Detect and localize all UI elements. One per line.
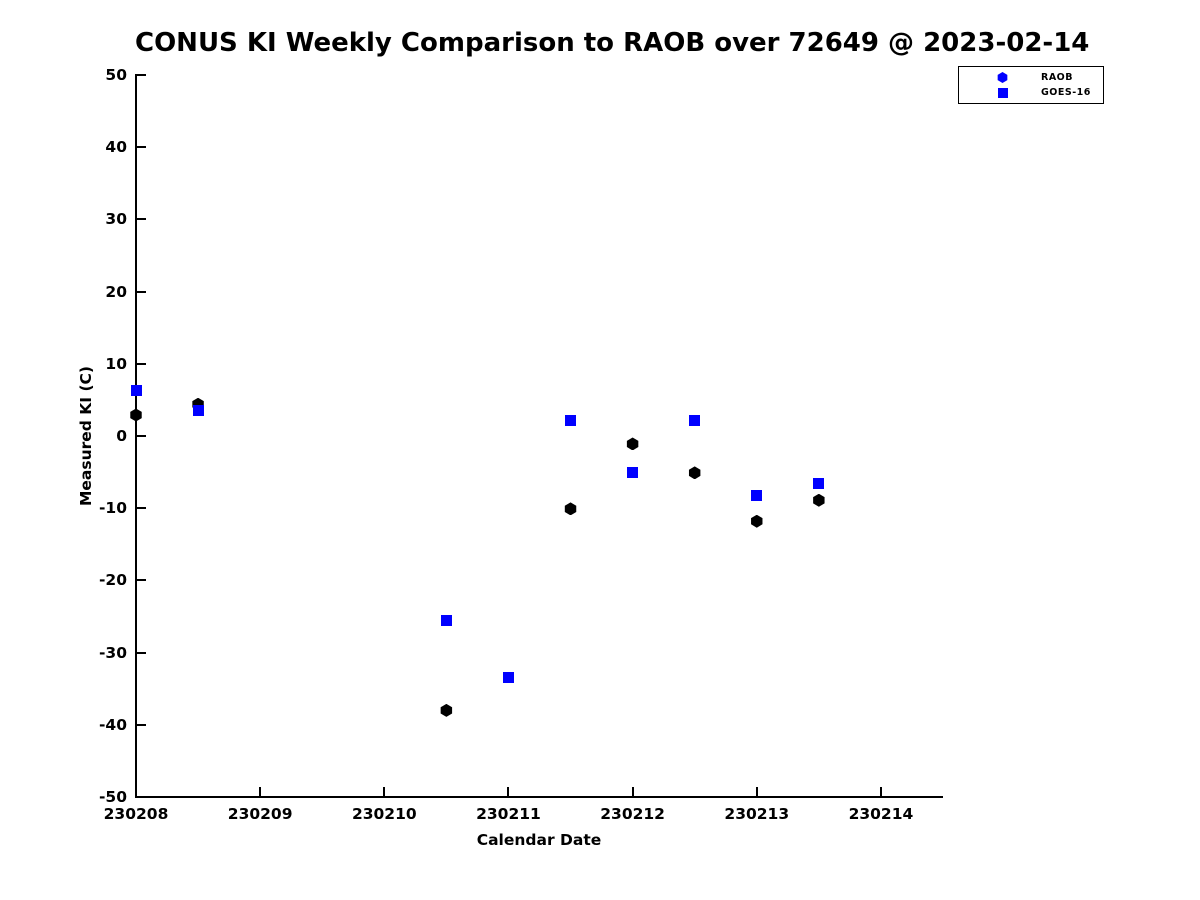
y-axis-tick — [137, 290, 146, 293]
data-point-goes-16 — [751, 489, 763, 501]
y-axis-tick — [137, 362, 146, 365]
data-point-goes-16 — [689, 415, 701, 427]
data-point-goes-16 — [192, 405, 204, 417]
y-axis-tick — [137, 146, 146, 149]
y-tick-label: 50 — [105, 66, 127, 84]
y-tick-label: -30 — [98, 643, 127, 662]
y-tick-label: 0 — [116, 427, 127, 445]
y-tick-label: -50 — [98, 788, 127, 806]
legend-label-raob: RAOB — [1041, 72, 1073, 83]
x-axis-label: Calendar Date — [476, 831, 602, 849]
y-tick-label: 30 — [105, 210, 127, 229]
x-axis-tick — [383, 787, 386, 796]
data-point-goes-16 — [130, 385, 142, 396]
data-point-raob — [192, 397, 204, 411]
y-axis-tick — [137, 651, 146, 654]
x-tick-label: 230211 — [476, 805, 541, 823]
raob-hexagon-icon — [997, 72, 1008, 83]
data-point-goes-16 — [440, 614, 452, 626]
x-axis-tick — [259, 787, 262, 796]
x-axis-tick — [631, 787, 634, 796]
x-tick-label: 230209 — [227, 805, 293, 823]
data-point-goes-16 — [813, 478, 825, 490]
legend-entry-raob: RAOB — [959, 70, 1103, 85]
legend-label-goes16: GOES-16 — [1041, 87, 1091, 98]
y-axis-tick — [137, 435, 146, 437]
x-axis-tick — [507, 787, 510, 796]
data-point-goes-16 — [627, 466, 639, 478]
y-axis-tick — [137, 74, 146, 76]
y-tick-label: -20 — [98, 571, 127, 590]
y-tick-label: 20 — [105, 282, 127, 301]
y-tick-label: 40 — [105, 138, 127, 157]
x-tick-label: 230213 — [724, 805, 790, 823]
x-tick-label: 230214 — [848, 805, 914, 823]
y-tick-label: 10 — [105, 354, 127, 373]
x-tick-label: 230210 — [351, 805, 417, 823]
data-point-raob — [626, 437, 639, 451]
chart-title: CONUS KI Weekly Comparison to RAOB over … — [135, 28, 1090, 58]
data-point-goes-16 — [565, 415, 577, 427]
data-point-raob — [751, 514, 763, 528]
x-tick-label: 230212 — [600, 805, 665, 823]
data-point-goes-16 — [502, 671, 514, 683]
plot-area — [135, 74, 943, 798]
legend-entry-goes16: GOES-16 — [959, 85, 1103, 100]
y-axis-tick — [137, 218, 146, 221]
y-axis-tick — [137, 579, 146, 582]
data-point-raob — [564, 502, 577, 516]
goes16-square-icon — [998, 88, 1008, 98]
data-point-raob — [688, 466, 701, 480]
x-axis-tick — [879, 787, 882, 796]
x-axis-tick — [135, 787, 137, 796]
data-point-raob — [130, 408, 142, 422]
y-axis-tick — [137, 723, 146, 726]
y-tick-label: -10 — [98, 499, 127, 518]
x-axis-tick — [755, 787, 758, 796]
y-axis-tick — [137, 796, 146, 798]
data-point-raob — [813, 493, 825, 507]
x-tick-label: 230208 — [103, 805, 169, 823]
data-point-raob — [440, 703, 453, 717]
legend: RAOB GOES-16 — [958, 66, 1104, 104]
y-axis-tick — [137, 507, 146, 510]
y-tick-label: -40 — [98, 715, 127, 734]
